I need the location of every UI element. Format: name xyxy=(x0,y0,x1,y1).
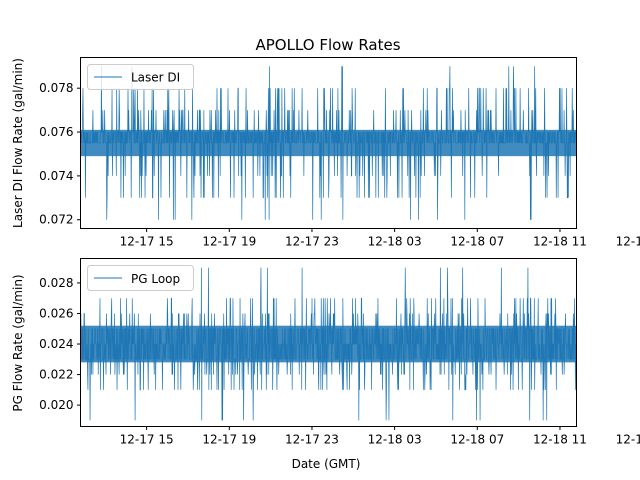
laser-di-legend: Laser DI xyxy=(87,64,194,90)
laser-di-legend-label: Laser DI xyxy=(131,71,180,85)
x-tick-label: 12-18 07 xyxy=(450,433,504,447)
pg-loop-series xyxy=(80,267,577,421)
pg-loop-legend-box xyxy=(87,265,194,291)
x-axis-label: Date (GMT) xyxy=(292,457,361,471)
y-tick-label: 0.074 xyxy=(39,169,73,183)
x-tick-label: 12-18 11 xyxy=(533,235,587,249)
laser-di-legend-box xyxy=(87,64,194,90)
laser-di-axes-frame xyxy=(80,57,577,229)
x-tick-label: 12-18 11 xyxy=(533,433,587,447)
y-tick-label: 0.076 xyxy=(39,125,73,139)
laser-di-x-axis: 12-17 15 12-17 19 12-17 23 12-18 03 12-18 07… xyxy=(120,228,640,249)
flow-rate-dense-band xyxy=(80,325,577,363)
laser-di-y-axis: 0.072 0.074 0.076 0.078 xyxy=(39,81,81,227)
pg-loop-y-axis: 0.020 0.022 0.024 0.026 0.028 xyxy=(39,276,81,412)
x-tick-label: 12-17 15 xyxy=(120,235,174,249)
y-tick-label: 0.022 xyxy=(39,368,73,382)
y-tick-label: 0.026 xyxy=(39,306,73,320)
x-tick-label: 12-17 23 xyxy=(285,235,339,249)
flow-rate-dense-band xyxy=(80,129,577,157)
y-tick-label: 0.024 xyxy=(39,337,73,351)
pg-loop-y-axis-label: PG Flow Rate (gal/min) xyxy=(11,274,25,411)
laser-di-series xyxy=(80,66,577,220)
pg-loop-x-axis: 12-17 15 12-17 19 12-17 23 12-18 03 12-18 07… xyxy=(120,426,640,447)
x-tick-label: 12-18 15 xyxy=(616,433,640,447)
x-tick-label: 12-18 03 xyxy=(368,235,422,249)
chart-title: APOLLO Flow Rates xyxy=(255,36,400,54)
y-tick-label: 0.028 xyxy=(39,276,73,290)
y-tick-label: 0.020 xyxy=(39,398,73,412)
x-tick-label: 12-17 19 xyxy=(202,235,256,249)
pg-loop-axes-frame xyxy=(80,258,577,427)
x-tick-label: 12-17 15 xyxy=(120,433,174,447)
x-tick-label: 12-17 23 xyxy=(285,433,339,447)
y-tick-label: 0.078 xyxy=(39,81,73,95)
x-tick-label: 12-17 19 xyxy=(202,433,256,447)
x-tick-label: 12-18 03 xyxy=(368,433,422,447)
x-tick-label: 12-18 07 xyxy=(450,235,504,249)
x-tick-label: 12-18 15 xyxy=(616,235,640,249)
pg-loop-legend-label: PG Loop xyxy=(131,272,180,286)
pg-loop-legend: PG Loop xyxy=(87,265,194,291)
laser-di-y-axis-label: Laser DI Flow Rate (gal/min) xyxy=(11,58,25,228)
y-tick-label: 0.072 xyxy=(39,213,73,227)
